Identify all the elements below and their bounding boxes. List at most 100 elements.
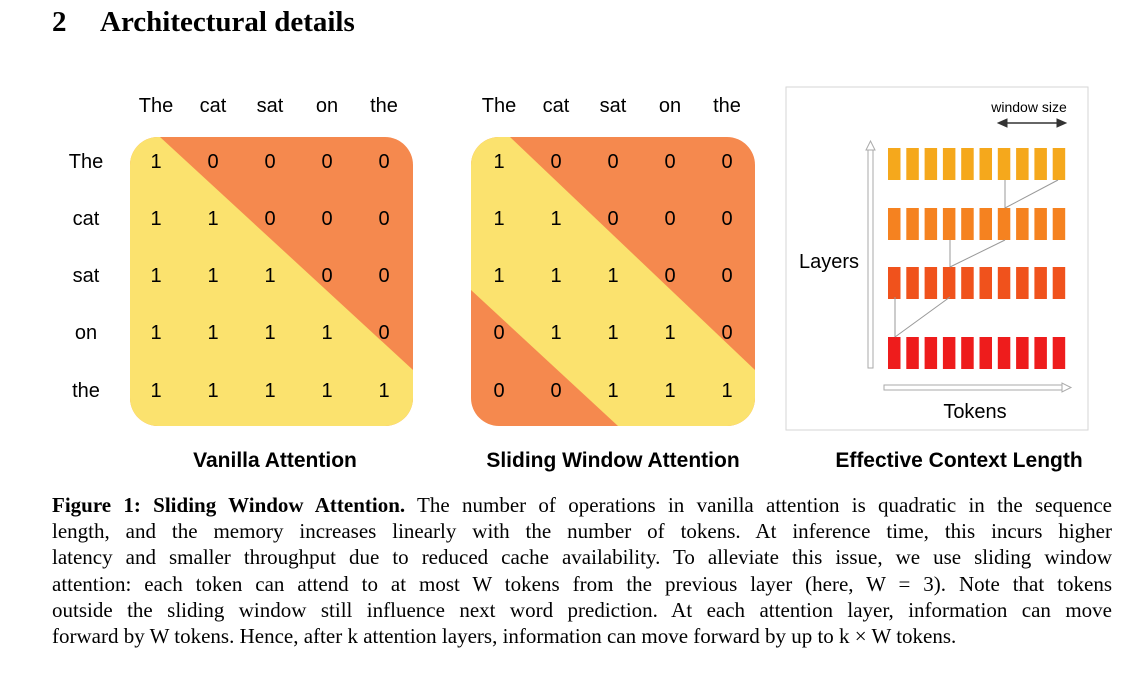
sliding-cell: 1: [664, 322, 675, 344]
sliding-col-header: The: [482, 95, 516, 117]
vanilla-cell: 0: [378, 322, 389, 344]
vanilla-cell: 1: [264, 322, 275, 344]
token-block: [961, 337, 974, 369]
token-block: [1016, 337, 1029, 369]
vanilla-col-header: The: [139, 95, 173, 117]
row-label: the: [72, 380, 100, 402]
section-heading: 2 Architectural details: [52, 6, 355, 39]
sliding-col-header: on: [659, 95, 681, 117]
token-block: [942, 267, 956, 299]
token-block: [1052, 148, 1066, 180]
token-block: [961, 267, 974, 299]
vanilla-cell: 0: [264, 208, 275, 230]
layer-1: [888, 148, 1066, 180]
vanilla-cell: 1: [150, 151, 161, 173]
sliding-cell: 0: [493, 322, 504, 344]
sliding-window-attention-panel: The cat sat on the 1 0 0 0 0 1 1 0 0 0 1 1 1 0 0 0 1 1 1 0 0 0 1 1 1…: [471, 95, 755, 472]
sliding-cell: 1: [550, 265, 561, 287]
tokens-axis-arrow: [883, 382, 1073, 393]
vanilla-col-header: on: [316, 95, 338, 117]
vanilla-col-header: the: [370, 95, 398, 117]
token-block: [942, 337, 956, 369]
vanilla-cell: 1: [207, 208, 218, 230]
token-block: [906, 267, 919, 299]
token-block: [979, 148, 992, 180]
sliding-cell: 1: [607, 265, 618, 287]
row-label: The: [69, 151, 103, 173]
layer-2: [888, 208, 1066, 240]
sliding-col-header: cat: [543, 95, 570, 117]
sliding-cell: 0: [721, 322, 732, 344]
sliding-cell: 1: [493, 208, 504, 230]
token-block: [1052, 337, 1066, 369]
sliding-attend-region: [471, 137, 755, 426]
sliding-cell: 1: [607, 380, 618, 402]
effective-context-frame: [785, 86, 1089, 431]
token-block: [924, 337, 938, 369]
caption-label: Figure 1: Sliding Window Attention.: [52, 493, 406, 517]
token-block: [1052, 267, 1066, 299]
sliding-cell: 0: [721, 208, 732, 230]
vanilla-cell: 1: [207, 265, 218, 287]
sliding-cell: 1: [493, 265, 504, 287]
token-block: [997, 148, 1011, 180]
window-size-arrow: [996, 118, 1068, 128]
vanilla-cell: 0: [207, 151, 218, 173]
vanilla-cell: 1: [264, 380, 275, 402]
row-label: on: [75, 322, 97, 344]
sliding-cell: 0: [607, 208, 618, 230]
vanilla-cell: 0: [321, 151, 332, 173]
token-block: [997, 208, 1011, 240]
vanilla-cell: 1: [150, 322, 161, 344]
sliding-cell: 0: [550, 151, 561, 173]
vanilla-cell: 1: [321, 322, 332, 344]
token-block: [979, 337, 992, 369]
vanilla-col-header: sat: [257, 95, 284, 117]
token-block: [924, 148, 938, 180]
token-block: [888, 267, 901, 299]
token-block: [906, 208, 919, 240]
caption-line-6: forward by W tokens. Hence, after k atte…: [52, 624, 957, 649]
token-block: [979, 208, 992, 240]
caption-text-1: The number of operations in vanilla atte…: [405, 493, 1112, 517]
sliding-cell: 0: [607, 151, 618, 173]
sliding-cell: 1: [493, 151, 504, 173]
vanilla-cell: 0: [378, 208, 389, 230]
sliding-cell: 1: [607, 322, 618, 344]
vanilla-attention-title: Vanilla Attention: [193, 449, 357, 472]
vanilla-cell: 0: [378, 265, 389, 287]
token-block: [997, 267, 1011, 299]
sliding-cell: 0: [664, 151, 675, 173]
token-block: [924, 267, 938, 299]
sliding-cell: 1: [664, 380, 675, 402]
token-block: [888, 337, 901, 369]
token-block: [906, 148, 919, 180]
caption-line-4: attention: each token can attend to at m…: [52, 571, 1112, 596]
token-block: [1016, 267, 1029, 299]
sliding-cell: 1: [550, 322, 561, 344]
token-block: [1034, 208, 1047, 240]
layers-axis-arrow: [865, 139, 876, 369]
token-block: [1016, 208, 1029, 240]
vanilla-cell: 0: [378, 151, 389, 173]
row-label: sat: [73, 265, 100, 287]
vanilla-cell: 1: [378, 380, 389, 402]
token-block: [1016, 148, 1029, 180]
token-block: [997, 337, 1011, 369]
token-block: [961, 208, 974, 240]
token-block: [888, 148, 901, 180]
vanilla-cell: 1: [150, 208, 161, 230]
vanilla-attend-region: [130, 137, 413, 426]
figure-1: The cat sat on the The cat sat on the 1 0 0 0 0 1 1 0 0 0…: [69, 86, 1089, 472]
token-block: [888, 208, 901, 240]
vanilla-cell: 0: [321, 265, 332, 287]
vanilla-cell: 1: [207, 380, 218, 402]
token-block: [1034, 267, 1047, 299]
vanilla-col-header: cat: [200, 95, 227, 117]
vanilla-cell: 1: [264, 265, 275, 287]
layers-label: Layers: [799, 251, 859, 273]
sliding-cell: 0: [664, 208, 675, 230]
caption-line-3: latency and smaller throughput due to re…: [52, 545, 1112, 570]
caption-line-5: outside the sliding window still influen…: [52, 597, 1112, 622]
vanilla-cell: 0: [321, 208, 332, 230]
